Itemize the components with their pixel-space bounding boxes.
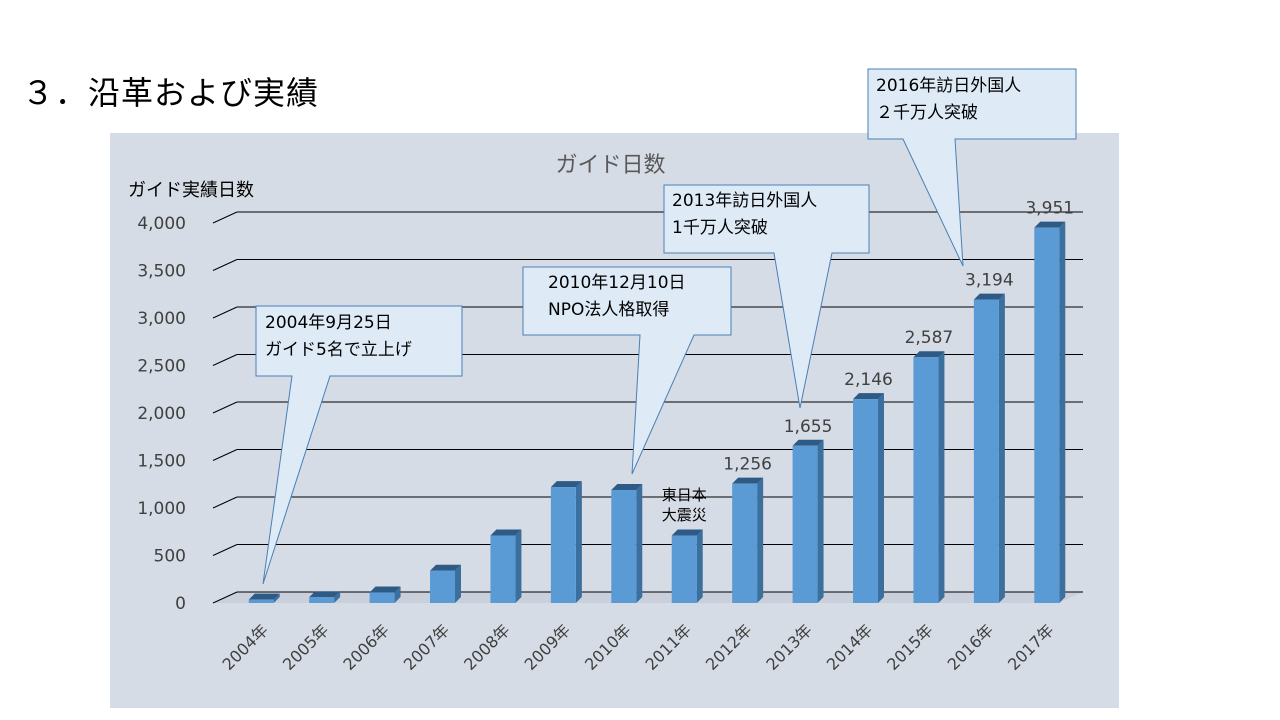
bar <box>430 570 455 603</box>
gridline-diagonal <box>212 544 238 556</box>
bar-side <box>817 439 824 603</box>
gridline-diagonal <box>212 306 238 319</box>
gridline-diagonal <box>212 354 238 366</box>
bar-top <box>490 529 522 536</box>
data-label: 2,587 <box>905 328 954 348</box>
bar-top <box>671 529 703 536</box>
bar <box>369 592 395 603</box>
bar-top <box>913 351 945 358</box>
gridline-diagonal <box>212 449 238 461</box>
data-label: 1,655 <box>784 417 833 437</box>
bar <box>248 599 274 603</box>
bar-side <box>273 593 280 603</box>
callout-2016-text: 2016年訪日外国人 <box>876 76 1022 96</box>
y-tick-label: 0 <box>175 594 186 614</box>
slide-title: ３．沿革および実績 <box>22 74 320 112</box>
data-label: 1,256 <box>723 455 772 475</box>
gridline-diagonal <box>212 211 238 224</box>
bar-side <box>938 351 945 603</box>
bar-top <box>369 586 401 593</box>
bar <box>973 299 999 603</box>
y-tick-label: 4,000 <box>137 214 186 234</box>
bar <box>671 535 697 603</box>
bar-note-text: 大震災 <box>662 506 707 524</box>
gridline-diagonal <box>212 259 238 271</box>
data-label: 3,194 <box>965 271 1014 291</box>
bar-side <box>696 529 703 603</box>
chart-title: ガイド日数 <box>555 153 665 178</box>
y-tick-label: 1,500 <box>137 452 186 472</box>
callout-2016-text: ２千万人突破 <box>876 103 978 123</box>
gridline-diagonal <box>212 401 238 414</box>
bar-top <box>248 593 280 600</box>
y-tick-label: 3,500 <box>137 262 186 282</box>
bar-top <box>309 591 341 598</box>
chart-area: ガイド日数ガイド実績日数 0 500 1,000 1,500 2,000 2,500 3,00… <box>110 133 1119 708</box>
bar <box>1034 227 1060 603</box>
bar <box>309 597 335 603</box>
bar-side <box>575 481 582 603</box>
y-tick-label: 2,000 <box>137 404 186 424</box>
bar-side <box>334 591 341 603</box>
bar-side <box>394 586 401 603</box>
chart-floor <box>213 592 1083 603</box>
bar-top <box>732 477 764 484</box>
gridline-diagonal <box>212 591 238 604</box>
bar-side <box>515 529 522 603</box>
bar <box>913 357 939 603</box>
bar <box>792 445 818 603</box>
bar-note-text: 東日本 <box>662 486 707 504</box>
bar-top <box>611 483 643 490</box>
bar <box>550 487 576 603</box>
bar-top <box>973 293 1005 300</box>
gridline-diagonal <box>212 496 238 509</box>
bar-side <box>878 393 884 603</box>
bar-side <box>636 483 643 603</box>
bar-top <box>550 481 582 488</box>
bar <box>490 535 516 603</box>
data-label: 2,146 <box>844 370 893 390</box>
bar-side <box>757 477 764 603</box>
data-label: 3,951 <box>1025 199 1074 219</box>
plot-background <box>110 133 1119 708</box>
y-axis-label: ガイド実績日数 <box>128 180 254 201</box>
y-tick-label: 2,500 <box>137 357 186 377</box>
y-tick-label: 1,000 <box>137 499 186 519</box>
y-tick-label: 500 <box>154 547 186 567</box>
bar <box>732 483 758 603</box>
bar-side <box>1059 221 1066 603</box>
bar-side <box>998 293 1005 603</box>
bar-top <box>792 439 824 446</box>
bar-side <box>455 564 461 603</box>
bar <box>611 489 637 603</box>
y-tick-label: 3,000 <box>137 309 186 329</box>
bar <box>853 399 878 603</box>
